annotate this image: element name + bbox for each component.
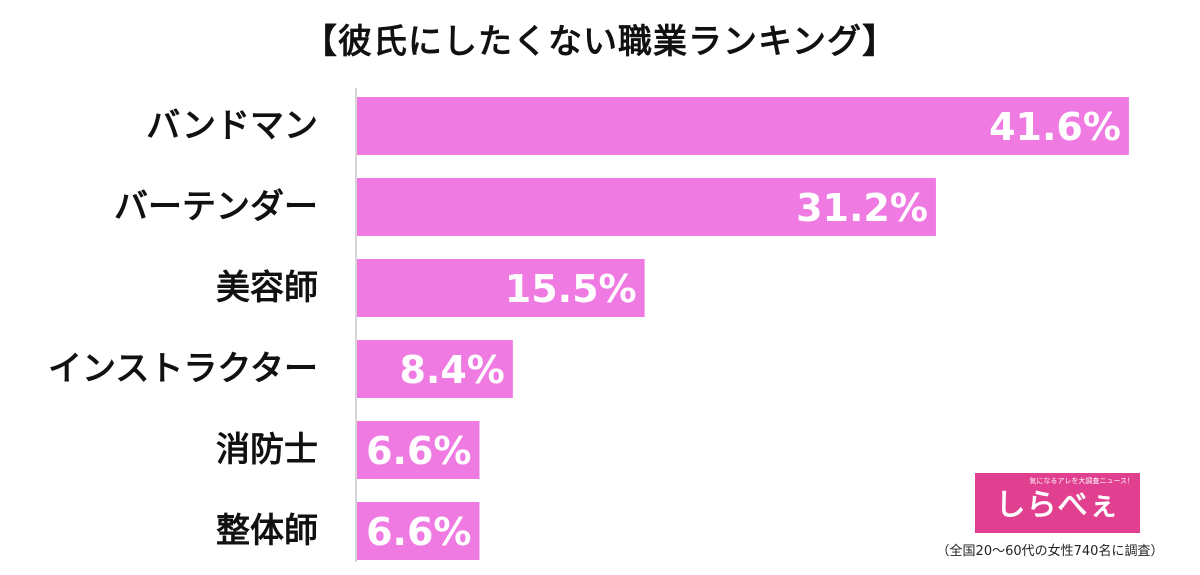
value-label-6: 6.6% [366, 510, 471, 554]
value-label-5: 6.6% [366, 429, 471, 473]
bar-6 [357, 502, 480, 560]
category-label-1: バンドマン [146, 106, 318, 146]
bar-1 [357, 97, 1129, 155]
bar-4 [357, 340, 513, 398]
category-label-6: 整体師 [216, 511, 318, 551]
logo-tagline: 気になるアレを大調査ニュース！ [1029, 477, 1134, 485]
category-label-2: バーテンダー [114, 187, 318, 227]
bar-5 [357, 421, 480, 479]
survey-source-note: （全国20～60代の女性740名に調査） [936, 544, 1164, 559]
shirabee-logo: 気になるアレを大調査ニュース！ しらべぇ [975, 473, 1140, 533]
chart-title: 【彼氏にしたくない職業ランキング】 [303, 22, 897, 62]
category-label-5: 消防士 [216, 430, 318, 470]
value-label-4: 8.4% [399, 348, 504, 392]
value-label-1: 41.6% [989, 105, 1121, 149]
category-label-3: 美容師 [216, 268, 318, 308]
category-label-4: インストラクター [48, 349, 318, 389]
bar-2 [357, 178, 936, 236]
value-label-2: 31.2% [796, 186, 928, 230]
value-label-3: 15.5% [505, 267, 637, 311]
bars-layer: バンドマン 41.6% バーテンダー 31.2% 美容師 15.5% インストラクター 8.4… [48, 97, 1129, 560]
logo-name: しらべぇ [995, 488, 1120, 523]
bar-3 [357, 259, 645, 317]
